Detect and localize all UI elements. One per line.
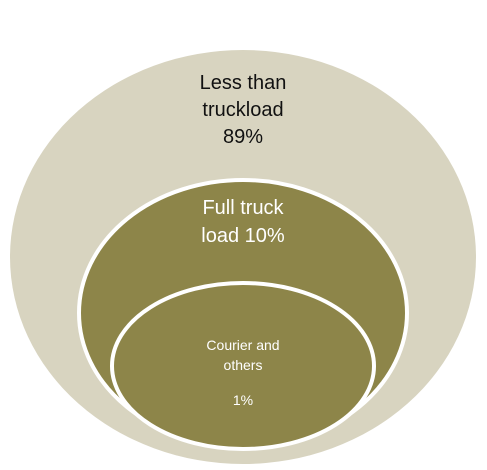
middle-label-line-1: Full truck <box>202 197 284 219</box>
outer-label-line-2: truckload <box>202 99 283 121</box>
middle-label-line-2: load 10% <box>201 225 285 247</box>
outer-label-line-1: Less than <box>200 72 287 94</box>
inner-label: Courier and others 1% <box>206 337 279 408</box>
inner-label-line-2: others <box>224 357 263 373</box>
outer-label-value: 89% <box>223 126 263 148</box>
inner-label-value: 1% <box>233 392 253 408</box>
outer-label: Less than truckload 89% <box>200 72 287 148</box>
middle-label: Full truck load 10% <box>201 197 285 247</box>
inner-label-line-1: Courier and <box>206 337 279 353</box>
inner-ellipse-courier-and-others <box>110 281 376 451</box>
